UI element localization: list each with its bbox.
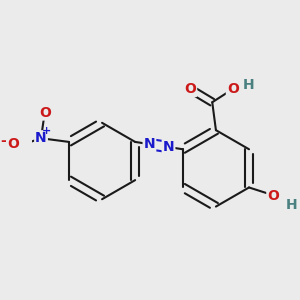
Text: +: + [42, 126, 51, 136]
Text: -: - [0, 134, 6, 148]
Text: O: O [267, 189, 279, 203]
Text: N: N [144, 137, 155, 151]
Text: O: O [39, 106, 51, 119]
Text: O: O [184, 82, 196, 96]
Text: O: O [227, 82, 239, 96]
Text: N: N [163, 140, 174, 154]
Text: H: H [286, 198, 297, 212]
Text: N: N [35, 131, 47, 145]
Text: H: H [243, 78, 255, 92]
Text: O: O [7, 137, 19, 151]
